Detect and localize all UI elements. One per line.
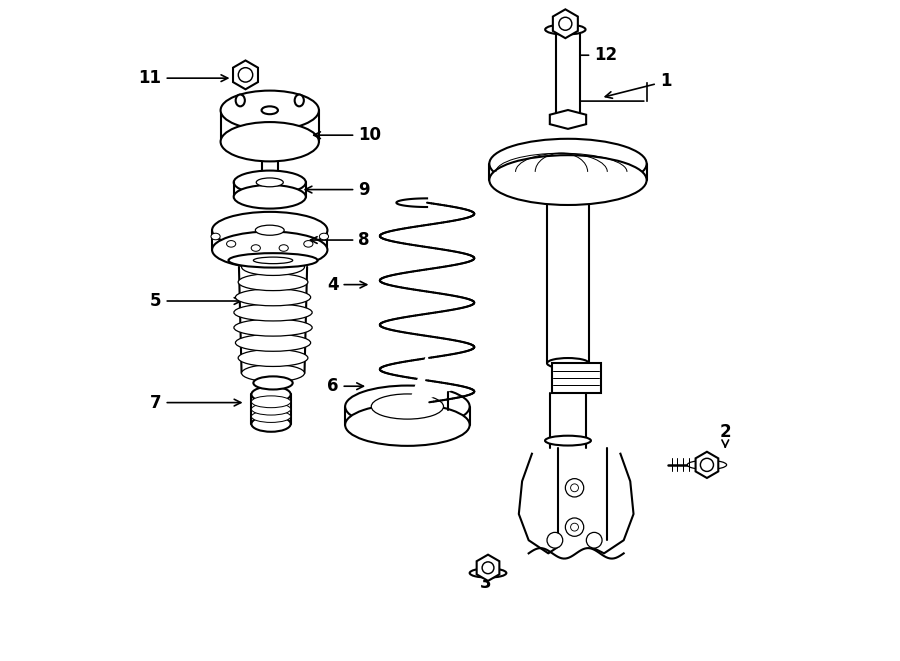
Ellipse shape <box>211 233 220 240</box>
Ellipse shape <box>320 233 328 240</box>
Ellipse shape <box>227 241 236 247</box>
Ellipse shape <box>236 289 310 306</box>
Ellipse shape <box>220 91 319 130</box>
Ellipse shape <box>279 245 288 251</box>
Ellipse shape <box>256 178 284 187</box>
Ellipse shape <box>254 257 292 264</box>
Ellipse shape <box>251 403 291 415</box>
Ellipse shape <box>251 410 291 422</box>
Ellipse shape <box>251 245 260 251</box>
Circle shape <box>547 532 562 548</box>
Ellipse shape <box>236 334 310 351</box>
Circle shape <box>700 458 714 471</box>
Ellipse shape <box>238 350 308 366</box>
Ellipse shape <box>251 387 291 403</box>
Ellipse shape <box>254 376 292 389</box>
Ellipse shape <box>220 122 319 161</box>
Text: 4: 4 <box>327 276 366 293</box>
Text: 12: 12 <box>560 46 617 64</box>
Ellipse shape <box>238 274 308 291</box>
Text: 9: 9 <box>305 180 370 198</box>
Text: 11: 11 <box>139 69 228 87</box>
Ellipse shape <box>212 231 328 268</box>
Text: 10: 10 <box>314 126 382 144</box>
Circle shape <box>586 532 602 548</box>
Ellipse shape <box>251 396 291 408</box>
Ellipse shape <box>547 358 589 369</box>
Ellipse shape <box>345 385 470 428</box>
Circle shape <box>238 67 253 82</box>
Wedge shape <box>408 345 469 407</box>
Ellipse shape <box>241 258 304 276</box>
Ellipse shape <box>234 319 312 336</box>
Circle shape <box>571 484 579 492</box>
Ellipse shape <box>256 225 284 235</box>
Polygon shape <box>550 110 586 129</box>
Circle shape <box>559 17 572 30</box>
Text: 3: 3 <box>481 568 492 592</box>
Ellipse shape <box>262 106 278 114</box>
Circle shape <box>571 524 579 531</box>
Ellipse shape <box>234 185 306 209</box>
Circle shape <box>565 518 584 536</box>
Polygon shape <box>552 364 601 393</box>
Text: 2: 2 <box>719 423 731 447</box>
Polygon shape <box>553 9 578 38</box>
Ellipse shape <box>688 460 726 469</box>
Ellipse shape <box>251 416 291 432</box>
Ellipse shape <box>545 436 591 446</box>
Circle shape <box>565 479 584 497</box>
Ellipse shape <box>490 155 646 205</box>
Polygon shape <box>696 451 718 478</box>
Ellipse shape <box>345 404 470 446</box>
Circle shape <box>482 562 494 574</box>
Text: 7: 7 <box>150 393 241 412</box>
Text: 1: 1 <box>606 73 671 98</box>
Text: 6: 6 <box>327 377 364 395</box>
Text: 5: 5 <box>150 292 241 310</box>
Ellipse shape <box>470 568 507 578</box>
Ellipse shape <box>556 26 580 32</box>
Ellipse shape <box>241 365 304 381</box>
Ellipse shape <box>212 212 328 249</box>
FancyBboxPatch shape <box>556 29 580 121</box>
Polygon shape <box>477 555 500 581</box>
Ellipse shape <box>234 171 306 194</box>
Ellipse shape <box>229 253 318 268</box>
Ellipse shape <box>372 394 444 419</box>
Ellipse shape <box>236 95 245 106</box>
Text: 8: 8 <box>310 231 370 249</box>
Ellipse shape <box>294 95 304 106</box>
Ellipse shape <box>545 24 586 34</box>
Ellipse shape <box>490 139 646 188</box>
Ellipse shape <box>234 304 312 321</box>
Polygon shape <box>233 60 258 89</box>
Ellipse shape <box>304 241 313 247</box>
